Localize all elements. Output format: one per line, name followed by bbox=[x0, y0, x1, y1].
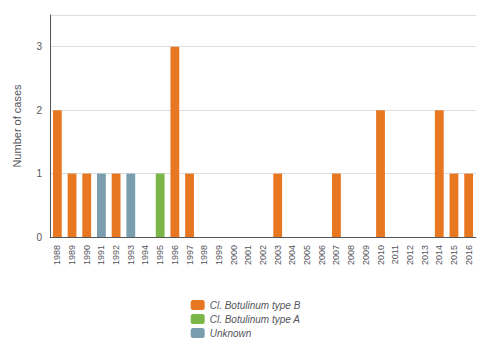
svg-text:Unknown: Unknown bbox=[210, 328, 252, 339]
svg-text:2012: 2012 bbox=[405, 245, 415, 265]
svg-text:2014: 2014 bbox=[434, 245, 444, 265]
svg-text:Cl. Botulinum type B: Cl. Botulinum type B bbox=[210, 300, 301, 311]
svg-text:2002: 2002 bbox=[258, 245, 268, 265]
svg-text:2004: 2004 bbox=[287, 245, 297, 265]
svg-text:1990: 1990 bbox=[82, 245, 92, 265]
svg-text:3: 3 bbox=[36, 41, 42, 52]
svg-text:2000: 2000 bbox=[229, 245, 239, 265]
svg-text:1991: 1991 bbox=[96, 245, 106, 265]
svg-text:1994: 1994 bbox=[140, 245, 150, 265]
svg-text:1992: 1992 bbox=[111, 245, 121, 265]
svg-text:1989: 1989 bbox=[67, 245, 77, 265]
svg-text:1995: 1995 bbox=[155, 245, 165, 265]
svg-text:2010: 2010 bbox=[376, 245, 386, 265]
svg-text:2008: 2008 bbox=[346, 245, 356, 265]
svg-text:2015: 2015 bbox=[449, 245, 459, 265]
svg-text:1988: 1988 bbox=[52, 245, 62, 265]
svg-text:2007: 2007 bbox=[331, 245, 341, 265]
svg-text:1999: 1999 bbox=[214, 245, 224, 265]
svg-text:1: 1 bbox=[36, 168, 42, 179]
svg-text:1996: 1996 bbox=[170, 245, 180, 265]
svg-text:0: 0 bbox=[36, 232, 42, 243]
svg-text:2003: 2003 bbox=[273, 245, 283, 265]
svg-text:Number of cases: Number of cases bbox=[11, 84, 23, 168]
svg-text:2: 2 bbox=[36, 105, 42, 116]
svg-text:2016: 2016 bbox=[464, 245, 474, 265]
svg-text:2011: 2011 bbox=[390, 245, 400, 264]
svg-text:1997: 1997 bbox=[185, 245, 195, 265]
svg-text:2006: 2006 bbox=[317, 245, 327, 265]
svg-text:1993: 1993 bbox=[126, 245, 136, 265]
svg-text:2001: 2001 bbox=[243, 245, 253, 265]
svg-text:Cl. Botulinum type A: Cl. Botulinum type A bbox=[210, 314, 301, 325]
svg-text:2005: 2005 bbox=[302, 245, 312, 265]
svg-text:2013: 2013 bbox=[420, 245, 430, 265]
svg-text:2009: 2009 bbox=[361, 245, 371, 265]
svg-text:1998: 1998 bbox=[199, 245, 209, 265]
